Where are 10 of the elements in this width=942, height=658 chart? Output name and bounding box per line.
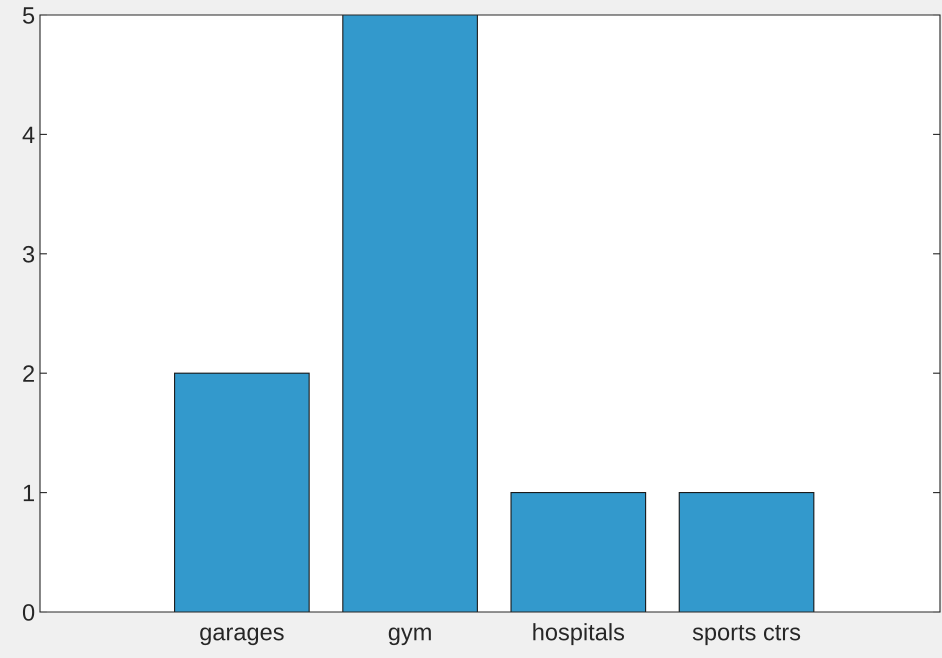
- y-tick-label: 2: [23, 365, 34, 382]
- y-tick-label: 1: [24, 484, 34, 502]
- x-tick-label: sports ctrs: [692, 624, 800, 646]
- x-tick-label: hospitals: [533, 623, 624, 646]
- y-tick-label: 5: [22, 7, 34, 24]
- x-tick-label: garages: [200, 628, 284, 646]
- x-tick-label: gym: [388, 628, 431, 646]
- y-tick-label: 0: [22, 604, 34, 621]
- y-tick-label: 3: [22, 246, 34, 263]
- y-tick-label: 4: [22, 126, 34, 143]
